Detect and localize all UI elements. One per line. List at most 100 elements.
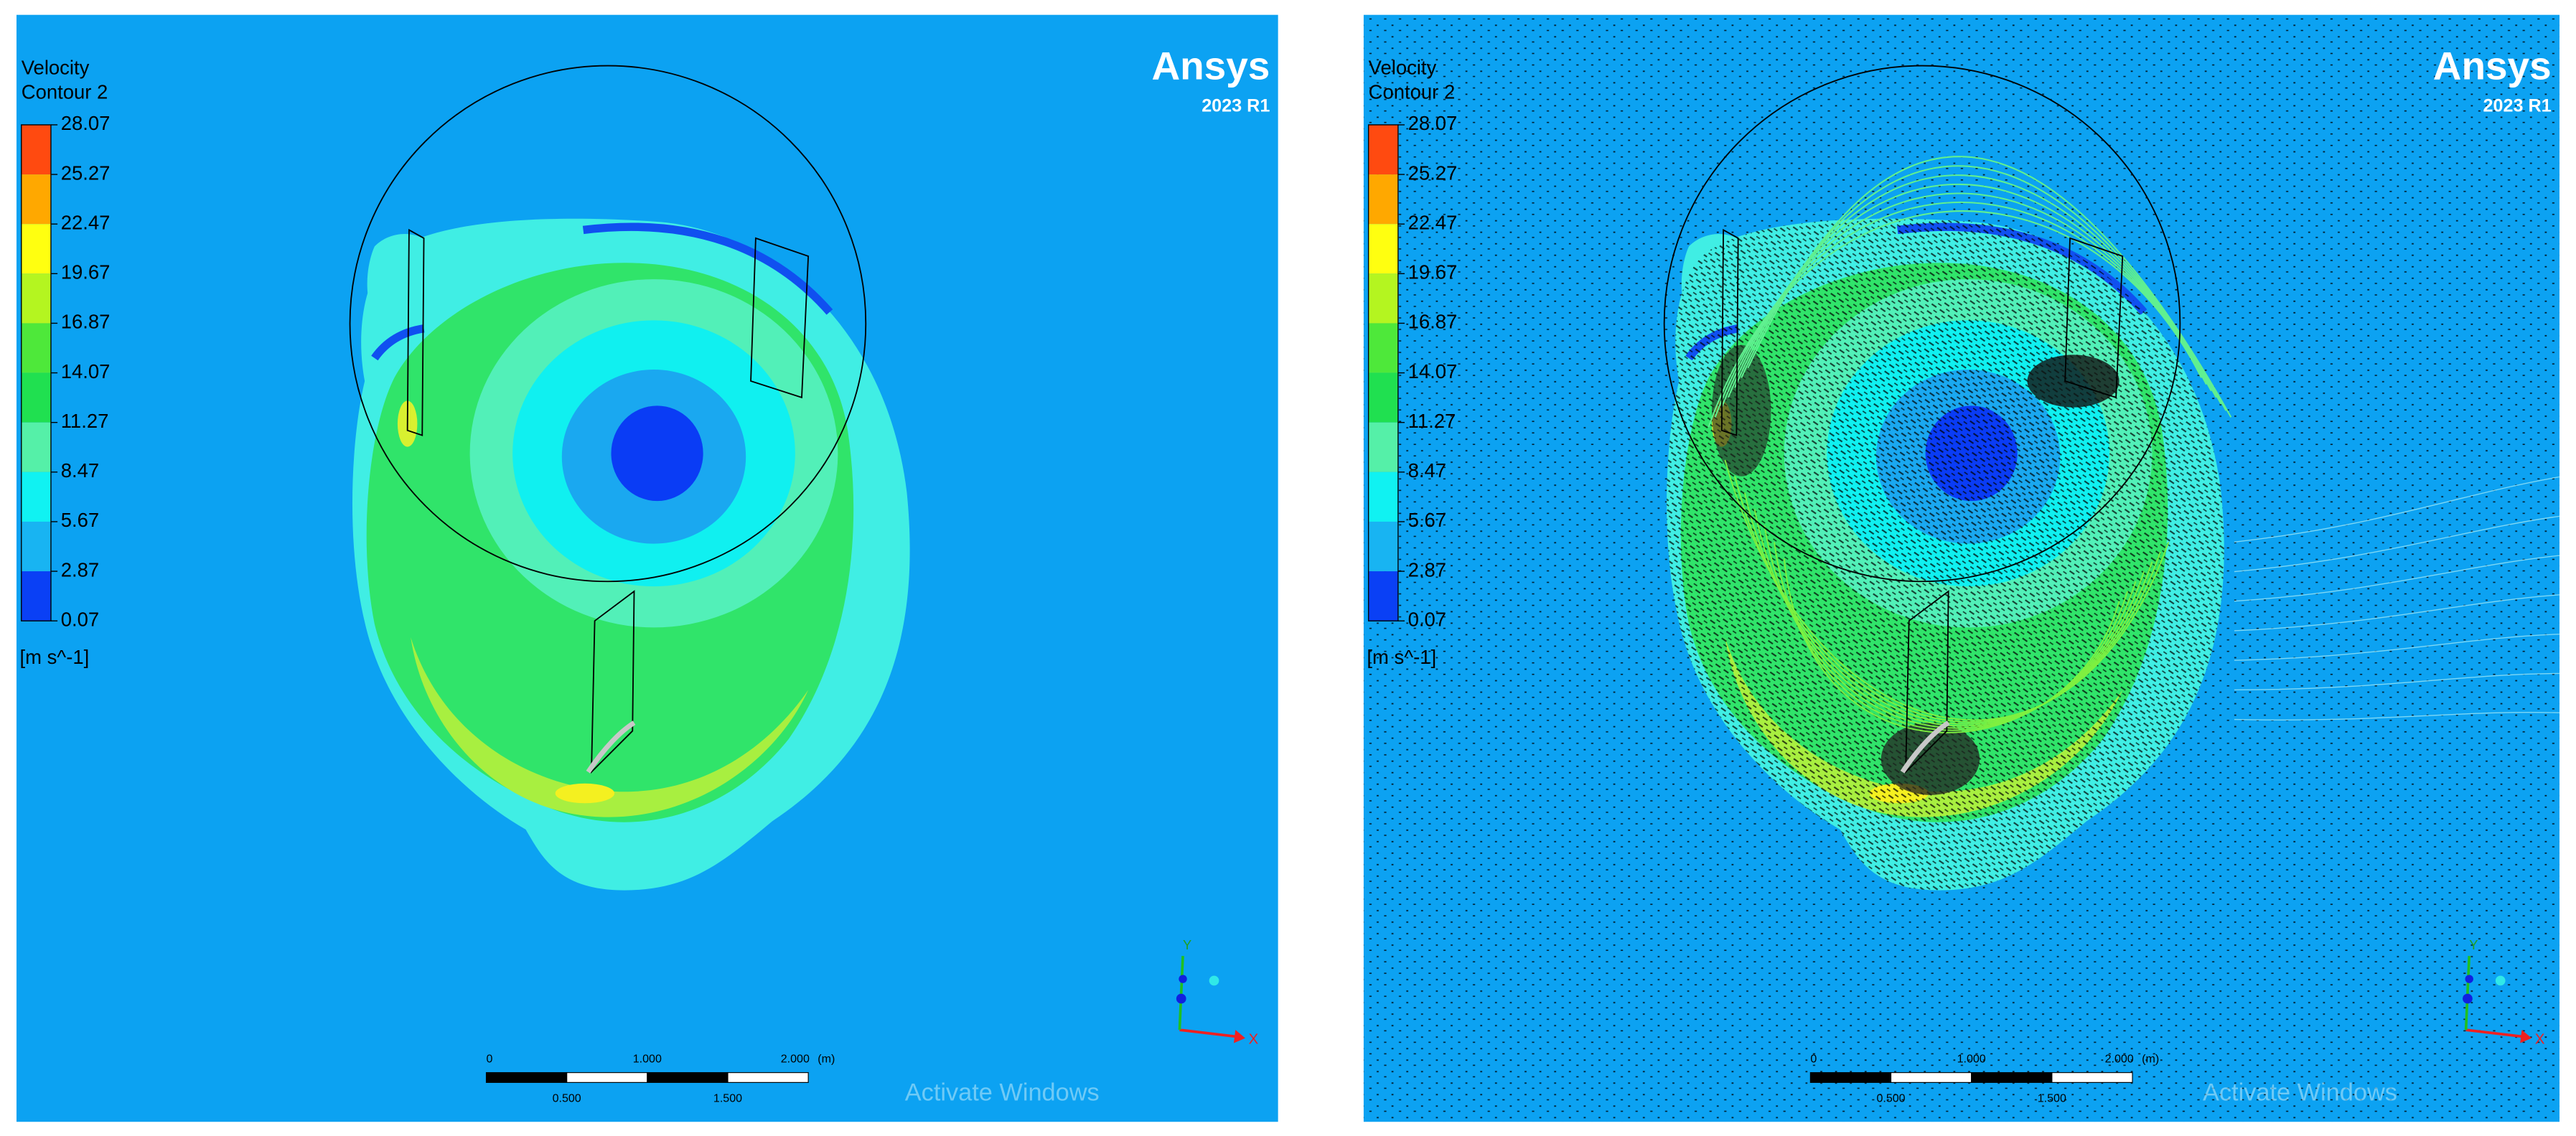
velocity-zone-high: [411, 637, 809, 817]
watermark-text: Activate Windows: [2203, 1079, 2397, 1106]
scale-label: (m): [818, 1053, 835, 1066]
legend-band: [1368, 521, 1398, 572]
blade: [2064, 237, 2124, 399]
scale-bar: 0 1.000 2.000 (m) 0.500 1.500: [485, 1053, 835, 1105]
brand-version: 2023 R1: [1202, 95, 1270, 116]
legend-label: 5.67: [1408, 509, 1446, 531]
axis-label-x: X: [2535, 1031, 2545, 1047]
scale-label: 0.500: [553, 1092, 581, 1105]
legend-label: 22.47: [61, 211, 111, 233]
axis-x-head: [1233, 1030, 1245, 1043]
legend-subtitle: Contour 2: [22, 81, 108, 103]
legend-label: 28.07: [1408, 112, 1458, 134]
vector-cluster: [1881, 723, 1980, 795]
scale-label: 1.000: [633, 1053, 662, 1066]
scale-label: 1.000: [1957, 1053, 1986, 1066]
vector-cluster: [1712, 344, 1771, 477]
legend-label: 2.87: [61, 558, 99, 581]
streamline: [1747, 156, 2232, 418]
legend-label: 11.27: [61, 410, 109, 432]
legend-label: 19.67: [1408, 261, 1458, 283]
legend-unit: [m s^-1]: [19, 646, 89, 668]
scale-segment: [566, 1072, 648, 1083]
viewport: Velocity Contour 2 28.07 25.27 22.47 19.67 16.…: [16, 14, 1278, 1122]
axis-label-y: Y: [1183, 937, 1191, 952]
brand-name: Ansys: [2433, 44, 2552, 88]
axis-y: [2464, 956, 2471, 1031]
scale-segment: [2051, 1072, 2133, 1083]
brand: Ansys 2023 R1: [1151, 44, 1270, 116]
streamline: [1783, 558, 2120, 733]
viewport-panel: Velocity Contour 2 28.07 25.27 22.47 19.67 16.…: [16, 14, 1278, 1122]
rotor-domain: [349, 65, 867, 583]
axis-z: [1179, 975, 1187, 983]
axis-z: [2465, 975, 2473, 983]
hub-core: [611, 405, 703, 502]
blade: [1905, 590, 1949, 774]
vector-cluster: [2027, 355, 2120, 408]
scale-segment: [727, 1072, 809, 1083]
scale-label: 0: [487, 1053, 493, 1066]
axis-sphere: [1209, 975, 1219, 986]
watermark-text: Activate Windows: [905, 1079, 1100, 1106]
legend-subtitle: Contour 2: [1369, 81, 1456, 103]
scale-label: (m): [2142, 1053, 2159, 1066]
legend-band: [21, 422, 51, 472]
scale-segment: [1890, 1072, 1972, 1083]
legend-unit: [m s^-1]: [1367, 646, 1436, 668]
scale-label: 2.000: [2105, 1053, 2134, 1066]
blade: [406, 228, 425, 436]
legend: Velocity Contour 2 28.07 25.27 22.47 19.67 16.…: [1367, 56, 1457, 668]
streamline: [2234, 594, 2560, 632]
blade: [591, 590, 635, 774]
streamline: [2234, 515, 2560, 573]
watermark: Activate Windows: [2203, 1079, 2397, 1106]
legend-label: 0.07: [1408, 608, 1446, 630]
axis-x: [2465, 1028, 2522, 1038]
legend-label: 14.07: [61, 360, 111, 382]
legend-label: 8.47: [61, 459, 99, 482]
legend-label: 28.07: [61, 112, 111, 134]
legend-label: 25.27: [61, 161, 111, 184]
rotor-domain: [1663, 65, 2181, 583]
legend-label: 2.87: [1408, 558, 1446, 581]
legend-band: [21, 521, 51, 572]
legend-band: [21, 224, 51, 274]
watermark: Activate Windows: [905, 1079, 1100, 1106]
legend-band: [1368, 571, 1398, 621]
contour: [1663, 65, 2560, 891]
legend-label: 0.07: [61, 608, 99, 630]
legend-band: [1368, 224, 1398, 274]
scale-segment: [1971, 1072, 2053, 1083]
legend-band: [1368, 471, 1398, 522]
streamline: [2234, 555, 2560, 602]
viewport: Velocity Contour 2 28.07 25.27 22.47 19.67 16.…: [1363, 14, 2560, 1122]
scale-label: 1.500: [2038, 1092, 2066, 1105]
legend-label: 22.47: [1408, 211, 1458, 233]
blade: [1720, 228, 1739, 436]
scale-label: 2.000: [781, 1053, 810, 1066]
legend-label: 25.27: [1408, 161, 1458, 184]
legend-band: [1368, 174, 1398, 225]
blade-section: [586, 720, 636, 774]
brand-name: Ansys: [1151, 44, 1270, 88]
axis-triad: YX: [1176, 937, 1259, 1047]
blade-section: [1900, 720, 1950, 774]
legend-band: [1368, 124, 1398, 175]
legend-label: 8.47: [1408, 459, 1446, 482]
streamline: [2234, 476, 2560, 543]
legend: Velocity Contour 2 28.07 25.27 22.47 19.67 16.…: [19, 56, 110, 668]
streamline: [2234, 634, 2560, 661]
axis-sphere: [2495, 975, 2506, 986]
scale-label: 0: [1810, 1053, 1817, 1066]
brand: Ansys 2023 R1: [2433, 44, 2552, 116]
axis-label-x: X: [1249, 1031, 1259, 1047]
legend-title: Velocity: [22, 56, 90, 78]
contour: [349, 65, 910, 891]
legend-label: 11.27: [1408, 410, 1456, 432]
legend-band: [21, 124, 51, 175]
scale-segment: [485, 1072, 568, 1083]
scale-label: 0.500: [1876, 1092, 1905, 1105]
scale-bar: 0 1.000 2.000 (m) 0.500 1.500: [1809, 1053, 2159, 1105]
